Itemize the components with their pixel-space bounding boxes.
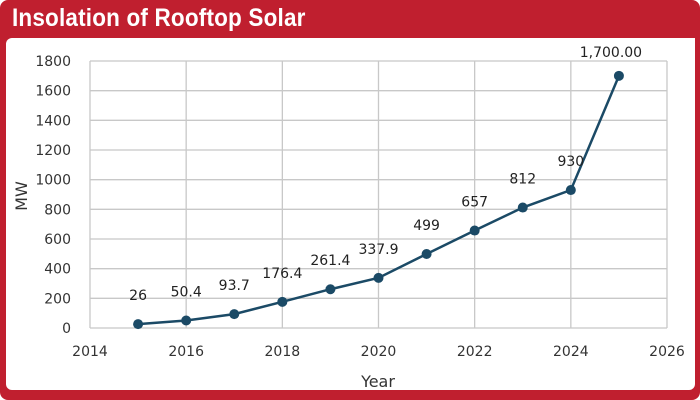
data-label: 812	[509, 172, 536, 188]
data-point	[181, 315, 192, 326]
y-tick-label: 1000	[35, 173, 71, 189]
data-label: 337.9	[358, 242, 398, 258]
data-point	[517, 202, 528, 213]
x-tick-label: 2016	[168, 344, 204, 360]
chart-title: Insolation of Rooftop Solar	[12, 4, 306, 32]
y-tick-label: 800	[44, 202, 71, 218]
data-point	[133, 319, 144, 330]
data-point	[325, 284, 336, 295]
y-tick-label: 400	[44, 262, 71, 278]
x-tick-label: 2024	[553, 344, 589, 360]
y-tick-label: 1800	[35, 54, 71, 70]
y-tick-label: 200	[44, 291, 71, 307]
data-point	[613, 70, 624, 81]
data-label: 261.4	[310, 253, 350, 269]
y-tick-label: 1400	[35, 113, 71, 129]
x-tick-label: 2020	[361, 344, 397, 360]
data-label: 26	[129, 288, 147, 304]
y-tick-label: 600	[44, 232, 71, 248]
data-label: 176.4	[262, 266, 302, 282]
data-point	[421, 248, 432, 259]
data-label: 1,700.00	[580, 45, 642, 61]
data-point	[469, 225, 480, 236]
data-label: 50.4	[171, 285, 202, 301]
y-tick-label: 1200	[35, 143, 71, 159]
data-point	[565, 185, 576, 196]
data-label: 93.7	[219, 278, 250, 294]
y-axis-label: MW	[12, 181, 31, 211]
data-point	[277, 296, 288, 307]
x-tick-label: 2026	[649, 344, 685, 360]
y-tick-label: 0	[62, 321, 71, 337]
y-tick-label: 1600	[35, 84, 71, 100]
data-label: 657	[461, 195, 488, 211]
data-label: 499	[413, 218, 440, 234]
data-point	[373, 272, 384, 283]
x-axis-label: Year	[360, 372, 395, 391]
x-tick-label: 2022	[457, 344, 493, 360]
x-tick-label: 2018	[265, 344, 301, 360]
x-tick-label: 2014	[72, 344, 108, 360]
chart-panel	[6, 38, 695, 390]
data-point	[229, 309, 240, 320]
data-label: 930	[557, 154, 584, 170]
